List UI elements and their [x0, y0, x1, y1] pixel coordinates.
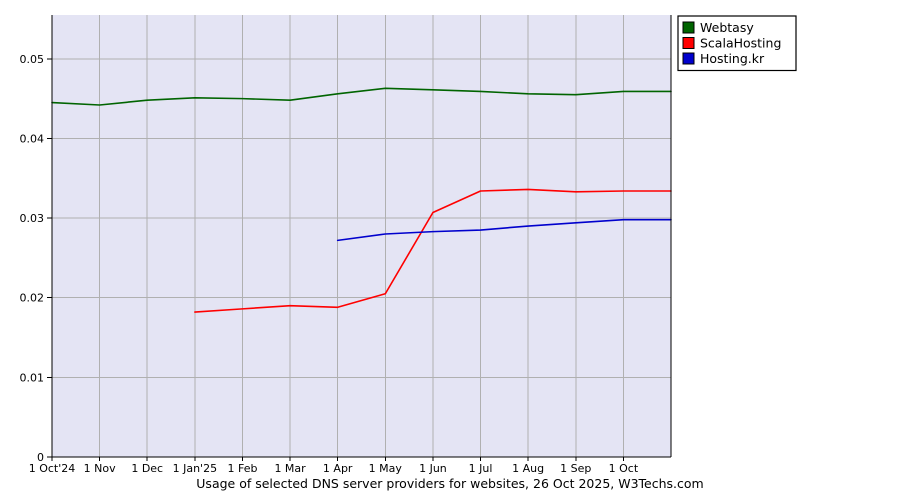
x-tick-label: 1 Apr — [323, 462, 353, 475]
series-line-hosting-kr — [336, 218, 672, 242]
legend-swatch-webtasy — [682, 21, 695, 34]
x-axis-ticks: 1 Oct'24 1 Nov 1 Dec 1 Jan'25 1 Feb 1 Mar 1 Ap… — [29, 457, 639, 475]
legend-label-scalahosting: ScalaHosting — [700, 36, 781, 51]
x-tick-label: 1 May — [369, 462, 403, 475]
legend-label-hosting-kr: Hosting.kr — [700, 51, 765, 66]
series-lines — [51, 87, 672, 313]
plot-background — [52, 15, 671, 457]
x-tick-label: 1 Mar — [274, 462, 306, 475]
y-axis-ticks: 0 0.01 0.02 0.03 0.04 0.05 — [20, 53, 52, 464]
axes — [51, 15, 672, 458]
chart-caption: Usage of selected DNS server providers f… — [196, 476, 703, 491]
series-line-scalahosting — [194, 188, 672, 313]
y-tick-label: 0.01 — [20, 371, 45, 384]
x-tick-label: 1 Oct'24 — [29, 462, 76, 475]
y-gridlines — [52, 58, 671, 378]
y-tick-label: 0.04 — [20, 132, 45, 145]
legend-box — [677, 15, 797, 72]
x-tick-label: 1 Dec — [131, 462, 163, 475]
x-tick-label: 1 Jul — [469, 462, 493, 475]
x-tick-label: 1 Jun — [419, 462, 447, 475]
legend-swatch-hostingkr — [682, 52, 695, 65]
x-tick-label: 1 Aug — [512, 462, 544, 475]
y-tick-label: 0.02 — [20, 292, 45, 305]
legend-label-webtasy: Webtasy — [700, 20, 754, 35]
x-tick-label: 1 Nov — [84, 462, 116, 475]
y-tick-label: 0 — [37, 451, 44, 464]
y-tick-label: 0.05 — [20, 53, 45, 66]
x-tick-label: 1 Feb — [227, 462, 257, 475]
x-tick-label: 1 Jan'25 — [173, 462, 217, 475]
x-tick-label: 1 Oct — [609, 462, 639, 475]
x-tick-label: 1 Sep — [560, 462, 591, 475]
series-line-webtasy — [51, 87, 672, 106]
plot-area — [52, 15, 671, 457]
y-tick-label: 0.03 — [20, 212, 45, 225]
legend-swatch-scalahosting — [682, 37, 695, 49]
